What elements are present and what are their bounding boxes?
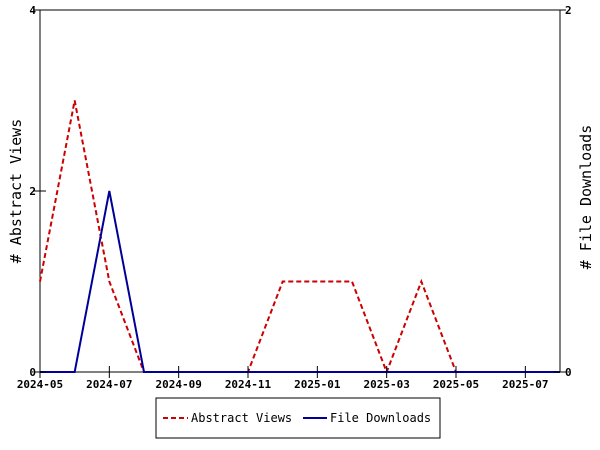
series-line-file-downloads bbox=[40, 190, 560, 373]
y-tick-label: 0 bbox=[29, 366, 36, 379]
y2-tick-label: 2 bbox=[565, 4, 572, 17]
x-tick-label: 2025-01 bbox=[294, 378, 341, 391]
y-axis-right: 02 bbox=[554, 4, 572, 379]
legend-label-abstract-views: Abstract Views bbox=[191, 411, 292, 425]
legend: Abstract Views File Downloads bbox=[155, 397, 441, 439]
plot-frame bbox=[39, 9, 561, 373]
y2-tick-label: 0 bbox=[565, 366, 572, 379]
x-tick-label: 2025-03 bbox=[363, 378, 409, 391]
series-layer bbox=[39, 100, 560, 375]
legend-label-file-downloads: File Downloads bbox=[330, 411, 431, 425]
y-tick-label: 2 bbox=[29, 185, 36, 198]
y2-axis-title: # File Downloads bbox=[577, 125, 595, 270]
y-axis-title: # Abstract Views bbox=[7, 119, 25, 264]
x-tick-label: 2025-05 bbox=[433, 378, 479, 391]
x-tick-label: 2024-09 bbox=[155, 378, 201, 391]
y-axis-left: 0 2 4 bbox=[29, 4, 46, 379]
legend-box bbox=[155, 397, 441, 439]
x-tick-label: 2024-05 bbox=[17, 378, 63, 391]
x-tick-label: 2024-11 bbox=[225, 378, 272, 391]
x-axis: 2024-05 2024-07 2024-09 2024-11 2025-01 2025-… bbox=[17, 366, 549, 391]
x-tick-label: 2024-07 bbox=[86, 378, 132, 391]
y-tick-label: 4 bbox=[29, 4, 36, 17]
x-tick-label: 2025-07 bbox=[502, 378, 548, 391]
